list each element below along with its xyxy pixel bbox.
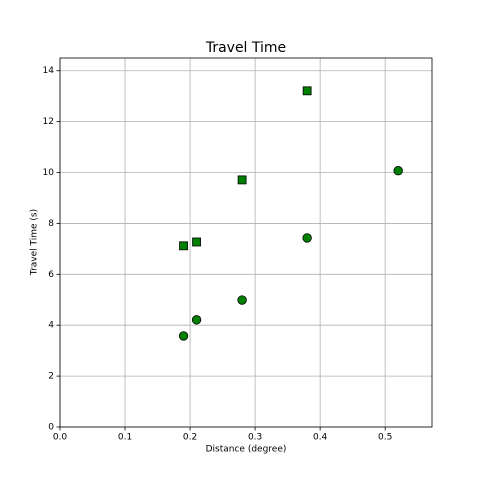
square-point xyxy=(192,237,201,247)
circle-point xyxy=(178,331,189,341)
y-tick-label: 14 xyxy=(43,66,55,76)
plot-frame xyxy=(59,57,433,428)
x-tick-label: 0.5 xyxy=(378,433,392,443)
circle-point xyxy=(302,233,312,243)
y-tick-label: 6 xyxy=(48,270,54,280)
square-point xyxy=(237,175,247,185)
x-axis-label: Distance (degree) xyxy=(206,445,287,455)
y-axis-label: Travel Time (s) xyxy=(30,209,40,276)
x-tick-label: 0.0 xyxy=(53,433,68,443)
y-tick-label: 8 xyxy=(48,219,54,229)
circle-point xyxy=(393,166,403,176)
y-tick-label: 4 xyxy=(48,321,54,331)
circle-point xyxy=(191,315,202,325)
y-tick-label: 10 xyxy=(43,168,55,178)
square-point xyxy=(302,86,312,96)
x-tick-label: 0.2 xyxy=(183,433,197,443)
y-tick-label: 12 xyxy=(43,117,54,127)
square-point xyxy=(179,241,188,251)
y-tick-label: 0 xyxy=(48,423,54,433)
x-tick-label: 0.1 xyxy=(118,433,132,443)
chart-title: Travel Time xyxy=(205,40,286,56)
circle-point xyxy=(237,295,247,305)
y-tick-label: 2 xyxy=(48,372,54,382)
x-tick-label: 0.4 xyxy=(313,433,328,443)
x-tick-label: 0.3 xyxy=(248,433,262,443)
